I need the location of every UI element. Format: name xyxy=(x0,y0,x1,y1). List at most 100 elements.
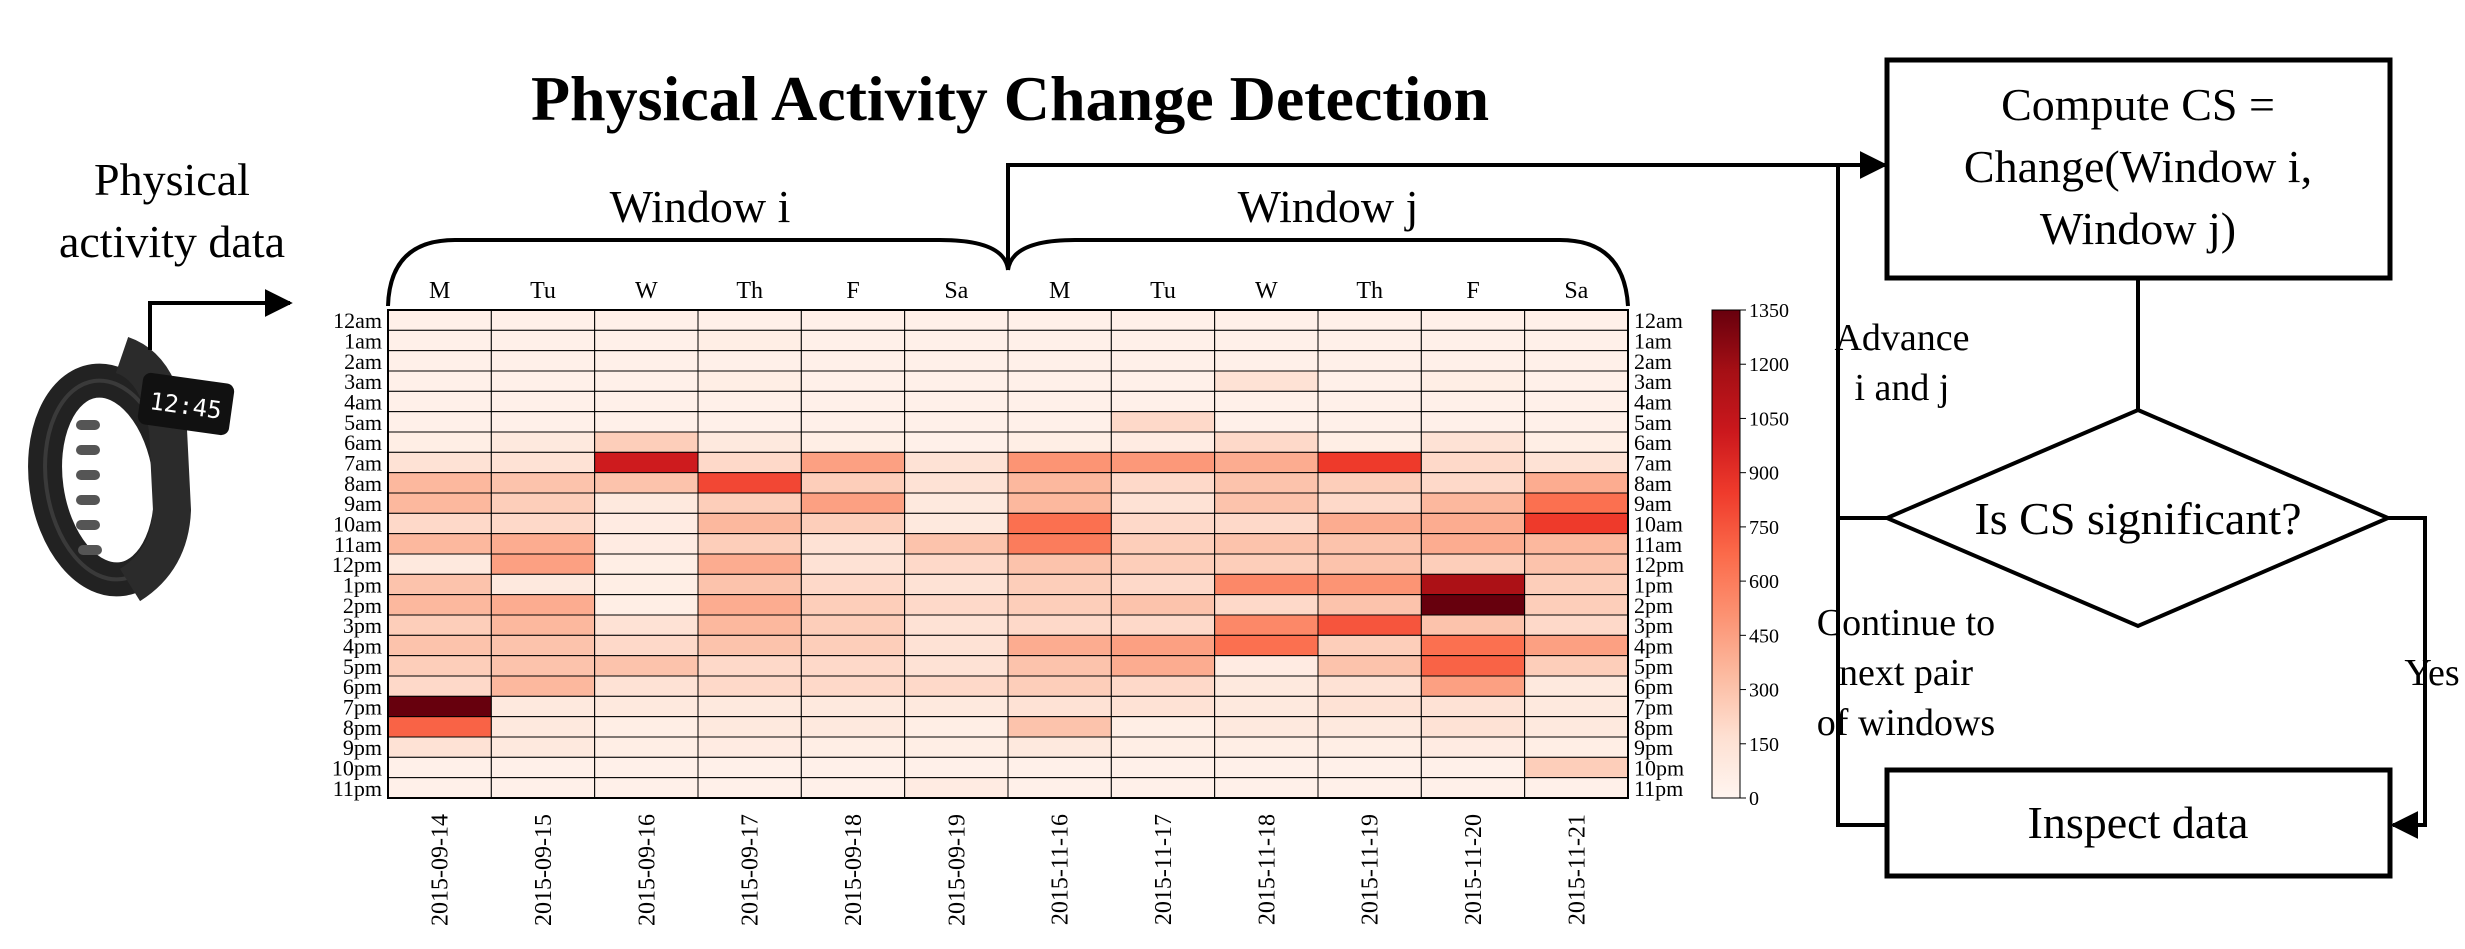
heatmap-cell xyxy=(904,370,1009,392)
heatmap-cell xyxy=(1007,553,1112,575)
heatmap-cell xyxy=(800,655,906,677)
heatmap-cell xyxy=(1214,492,1319,514)
heatmap-cell xyxy=(1524,675,1629,697)
heatmap-cell xyxy=(697,553,802,575)
heatmap-cell xyxy=(1317,533,1422,555)
hour-label-right: 9am xyxy=(1634,491,1672,516)
heatmap-cell xyxy=(697,533,802,555)
day-label: F xyxy=(846,278,859,304)
heatmap-cell xyxy=(387,370,492,392)
heatmap-cell xyxy=(1524,756,1629,779)
heatmap-cell xyxy=(697,472,802,494)
continue-text-line2: next pair xyxy=(1839,652,1973,694)
heatmap-cell xyxy=(1110,553,1216,575)
heatmap-cell xyxy=(1110,675,1216,697)
heatmap-cell xyxy=(1420,533,1526,555)
heatmap-cell xyxy=(1214,309,1319,331)
heatmap-cell xyxy=(594,614,699,636)
heatmap-cell xyxy=(904,553,1009,575)
heatmap-cell xyxy=(1420,736,1526,758)
heatmap-cell xyxy=(1214,655,1319,677)
heatmap-cell xyxy=(1214,736,1319,758)
heatmap-cell xyxy=(1524,309,1629,331)
heatmap-cell xyxy=(1420,614,1526,636)
heatmap-cell xyxy=(1524,634,1629,657)
hour-label-right: 7am xyxy=(1634,451,1672,476)
heatmap-cell xyxy=(1214,614,1319,636)
heatmap-cell xyxy=(697,411,802,433)
heatmap-cell xyxy=(697,695,802,718)
hour-label-left: 7am xyxy=(344,451,382,476)
heatmap-cell xyxy=(1317,655,1422,677)
heatmap-cell xyxy=(1317,777,1422,799)
heatmap-cell xyxy=(1524,614,1629,636)
heatmap-cell xyxy=(697,512,802,535)
yes-arrow xyxy=(2388,516,2427,839)
heatmap-cell xyxy=(904,736,1009,758)
heatmap-cell xyxy=(1007,736,1112,758)
date-label: 2015-11-20 xyxy=(1461,814,1487,925)
hour-label-right: 4pm xyxy=(1634,634,1673,659)
heatmap-cell xyxy=(594,350,699,372)
compute-text-line3: Window j) xyxy=(2040,203,2236,254)
heatmap-cell xyxy=(1317,553,1422,575)
date-label: 2015-09-16 xyxy=(634,814,660,926)
heatmap-cell xyxy=(1317,309,1422,331)
heatmap-cell xyxy=(594,736,699,758)
heatmap-cell xyxy=(1524,390,1629,413)
hour-label-right: 2am xyxy=(1634,349,1672,374)
hour-label-left: 5pm xyxy=(343,654,382,679)
heatmap-cell xyxy=(1524,553,1629,575)
hour-label-right: 6pm xyxy=(1634,674,1673,699)
day-label: Sa xyxy=(1564,278,1588,304)
day-label: W xyxy=(1255,278,1278,304)
heatmap-cell xyxy=(1007,451,1112,474)
compute-text-line1: Compute CS = xyxy=(2001,79,2275,130)
heatmap-cell xyxy=(594,655,699,677)
heatmap-cell xyxy=(387,553,492,575)
heatmap-cell xyxy=(697,634,802,657)
hour-label-left: 8pm xyxy=(343,715,382,740)
heatmap-cell xyxy=(1317,431,1422,453)
heatmap-cell xyxy=(1524,716,1629,738)
date-label: 2015-11-21 xyxy=(1564,814,1590,925)
heatmap-cell xyxy=(387,472,492,494)
heatmap-cell xyxy=(490,512,596,535)
heatmap-cell xyxy=(490,533,596,555)
heatmap-cell xyxy=(800,553,906,575)
heatmap-cell xyxy=(904,573,1009,596)
date-label: 2015-09-18 xyxy=(841,814,867,926)
heatmap-cell xyxy=(1007,350,1112,372)
day-label: Tu xyxy=(1150,278,1176,304)
heatmap-cell xyxy=(594,472,699,494)
heatmap-cell xyxy=(387,675,492,697)
heatmap-cell xyxy=(1420,390,1526,413)
heatmap-cell xyxy=(1214,329,1319,352)
day-label: M xyxy=(429,278,450,304)
hour-label-left: 2am xyxy=(344,349,382,374)
heatmap-cell xyxy=(387,594,492,616)
heatmap-cell xyxy=(490,756,596,779)
heatmap-cell xyxy=(594,309,699,331)
heatmap-cell xyxy=(490,614,596,636)
heatmap-cell xyxy=(490,777,596,799)
hour-label-right: 5am xyxy=(1634,410,1672,435)
heatmap-cell xyxy=(1007,777,1112,799)
hour-label-left: 4am xyxy=(344,390,382,415)
heatmap-cell xyxy=(1110,309,1216,331)
heatmap-cell xyxy=(490,431,596,453)
heatmap-cell xyxy=(904,390,1009,413)
heatmap-cell xyxy=(1317,512,1422,535)
heatmap-cell xyxy=(1214,573,1319,596)
colorbar-tick-label: 1050 xyxy=(1749,408,1789,430)
inspect-box xyxy=(1884,767,2393,879)
heatmap-cell xyxy=(1420,350,1526,372)
heatmap-cell xyxy=(1317,695,1422,718)
heatmap-cell xyxy=(1110,431,1216,453)
heatmap-cell xyxy=(1110,411,1216,433)
heatmap-cell xyxy=(1214,411,1319,433)
hour-label-left: 2pm xyxy=(343,593,382,618)
input-label-line2: activity data xyxy=(59,216,285,267)
heatmap-cell xyxy=(1317,411,1422,433)
heatmap-cell xyxy=(387,533,492,555)
